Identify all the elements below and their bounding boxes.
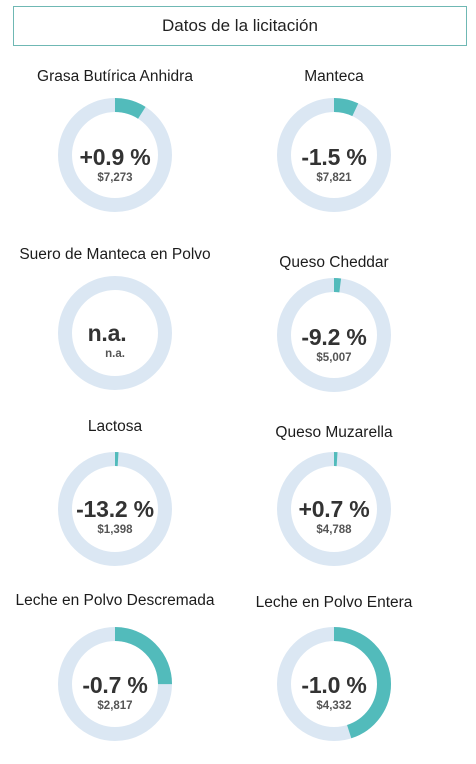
gauge-change: +0.7 % (298, 496, 370, 522)
gauge-track (58, 276, 172, 390)
gauge-change: n.a. (87, 320, 127, 346)
page-title-box: Datos de la licitación (13, 6, 467, 46)
gauge-ring (277, 627, 391, 741)
gauge-price: $7,273 (97, 172, 133, 184)
gauge-title: Leche en Polvo Entera (255, 594, 413, 611)
gauge-ring (58, 276, 172, 390)
gauge-price: $7,821 (316, 172, 352, 184)
gauge-card-queso-cheddar: Queso Cheddar -9.2 % $5,007 (234, 252, 434, 422)
gauge-progress-arc (58, 452, 172, 566)
gauge-change: -0.7 % (82, 672, 148, 698)
gauge-card-leche-descremada: Leche en Polvo Descremada -0.7 % $2,817 (15, 592, 215, 762)
gauge-progress-arc (277, 98, 391, 212)
gauge-change: +0.9 % (79, 144, 151, 170)
gauge-card-grasa-butirica: Grasa Butírica Anhidra +0.9 % $7,273 (15, 66, 215, 236)
gauge-price: $5,007 (316, 352, 352, 364)
gauge-change: -13.2 % (76, 496, 154, 522)
gauge-price: $2,817 (97, 700, 133, 712)
gauge-card-lactosa: Lactosa -13.2 % $1,398 (15, 418, 215, 588)
gauge-card-suero: Suero de Manteca en Polvo n.a. n.a. (15, 244, 215, 414)
gauge-ring (58, 98, 172, 212)
gauge-change: -1.0 % (301, 672, 367, 698)
gauge-title: Queso Muzarella (275, 424, 393, 441)
gauge-progress-arc (277, 278, 391, 392)
gauge-price: n.a. (105, 348, 125, 360)
gauge-title: Lactosa (87, 418, 143, 435)
gauge-card-queso-muzarella: Queso Muzarella +0.7 % $4,788 (234, 424, 434, 594)
gauge-price: $4,332 (316, 700, 352, 712)
gauge-progress-arc (58, 98, 172, 212)
page-title: Datos de la licitación (162, 16, 318, 35)
gauge-title: Leche en Polvo Descremada (15, 592, 215, 609)
gauge-change: -9.2 % (301, 324, 367, 350)
gauge-title: Queso Cheddar (279, 254, 389, 271)
gauge-price: $4,788 (316, 524, 352, 536)
gauge-price: $1,398 (97, 524, 133, 536)
gauge-progress-arc (277, 627, 391, 741)
gauge-change: -1.5 % (301, 144, 367, 170)
gauge-card-manteca: Manteca -1.5 % $7,821 (234, 66, 434, 236)
gauge-title: Manteca (304, 68, 364, 85)
gauge-ring (58, 452, 172, 566)
gauge-progress-arc (277, 452, 391, 566)
gauge-title: Grasa Butírica Anhidra (37, 68, 193, 85)
gauge-progress-arc (58, 627, 172, 741)
gauge-title: Suero de Manteca en Polvo (19, 246, 211, 263)
gauge-ring (277, 278, 391, 392)
gauge-ring (277, 452, 391, 566)
gauge-card-leche-entera: Leche en Polvo Entera -1.0 % $4,332 (234, 594, 434, 764)
gauge-ring (58, 627, 172, 741)
gauge-ring (277, 98, 391, 212)
